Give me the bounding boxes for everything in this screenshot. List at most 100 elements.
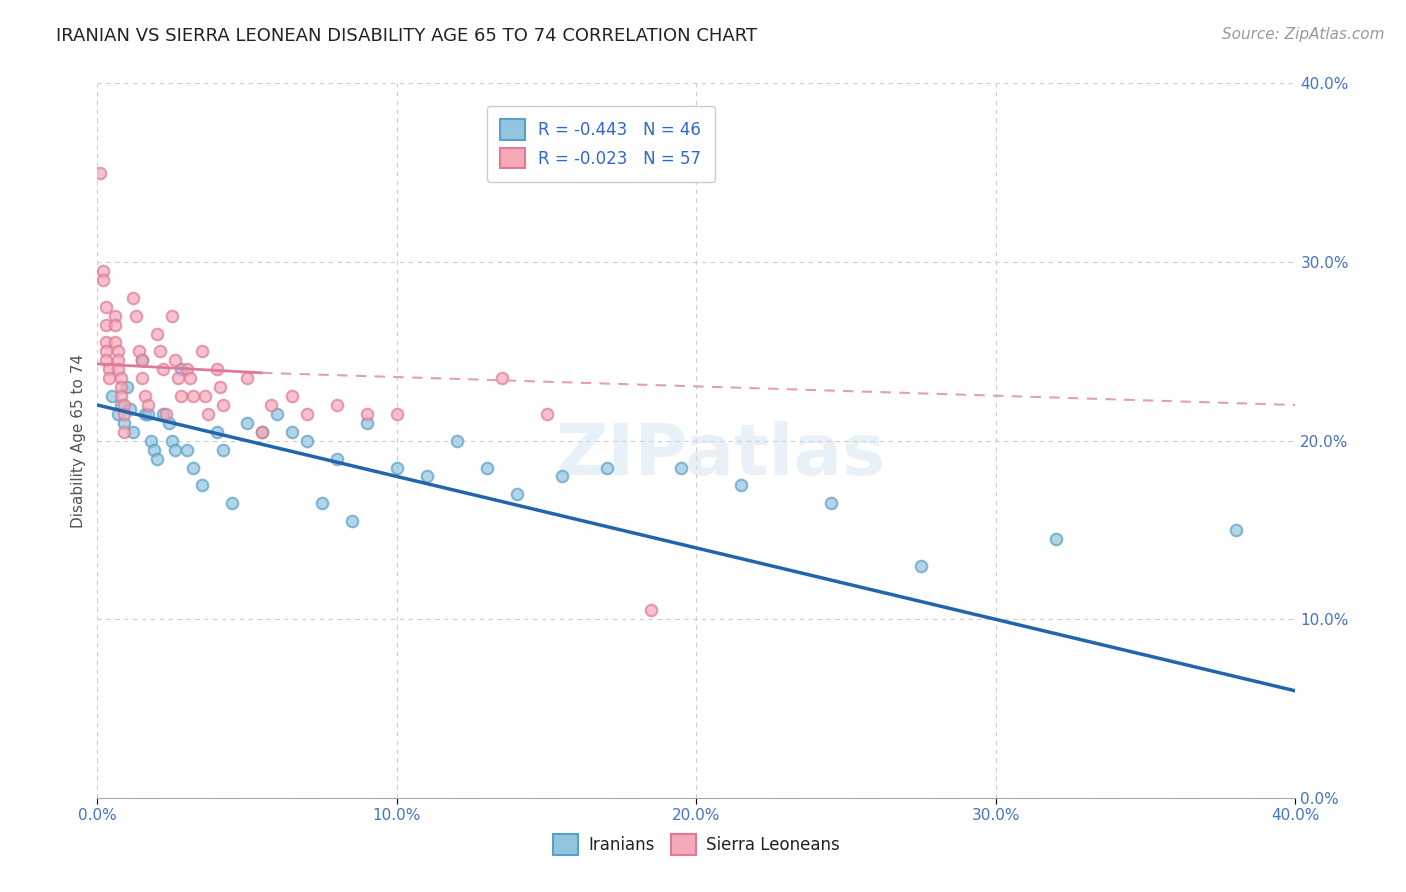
Point — [122, 291, 145, 305]
Point — [281, 389, 304, 403]
Point — [205, 362, 228, 376]
Point — [107, 362, 129, 376]
Point — [120, 401, 142, 416]
Point — [295, 434, 318, 448]
Point — [165, 442, 187, 457]
Point — [170, 389, 193, 403]
Point — [640, 603, 662, 617]
Point — [236, 416, 259, 430]
Point — [96, 353, 118, 368]
Point — [385, 460, 408, 475]
Point — [295, 407, 318, 421]
Point — [104, 335, 127, 350]
Point — [311, 496, 333, 510]
Point — [117, 380, 139, 394]
Point — [212, 398, 235, 412]
Text: IRANIAN VS SIERRA LEONEAN DISABILITY AGE 65 TO 74 CORRELATION CHART: IRANIAN VS SIERRA LEONEAN DISABILITY AGE… — [56, 27, 758, 45]
Point — [89, 166, 111, 180]
Point — [107, 353, 129, 368]
Point — [152, 362, 174, 376]
Point — [136, 407, 159, 421]
Point — [160, 309, 183, 323]
Point — [93, 264, 115, 278]
Point — [134, 407, 156, 421]
Point — [170, 362, 193, 376]
Point — [385, 407, 408, 421]
Point — [266, 407, 288, 421]
Point — [446, 434, 468, 448]
Point — [128, 344, 150, 359]
Point — [131, 353, 153, 368]
Point — [96, 344, 118, 359]
Point — [326, 451, 349, 466]
Point — [165, 353, 187, 368]
Point — [1225, 523, 1247, 537]
Point — [1045, 532, 1067, 546]
Point — [340, 514, 363, 528]
Point — [104, 309, 127, 323]
Point — [104, 318, 127, 332]
Point — [281, 425, 304, 439]
Point — [205, 425, 228, 439]
Point — [107, 344, 129, 359]
Point — [179, 371, 201, 385]
Point — [110, 398, 132, 412]
Point — [157, 416, 180, 430]
Point — [910, 558, 932, 573]
Text: Source: ZipAtlas.com: Source: ZipAtlas.com — [1222, 27, 1385, 42]
Point — [176, 442, 198, 457]
Point — [209, 380, 232, 394]
Point — [152, 407, 174, 421]
Point — [112, 407, 135, 421]
Point — [505, 487, 527, 501]
Point — [181, 460, 204, 475]
Point — [475, 460, 498, 475]
Y-axis label: Disability Age 65 to 74: Disability Age 65 to 74 — [72, 354, 86, 528]
Point — [191, 344, 214, 359]
Point — [536, 407, 558, 421]
Point — [136, 398, 159, 412]
Point — [181, 389, 204, 403]
Point — [110, 380, 132, 394]
Point — [671, 460, 693, 475]
Point — [250, 425, 273, 439]
Point — [160, 434, 183, 448]
Point — [236, 371, 259, 385]
Point — [143, 442, 166, 457]
Point — [550, 469, 572, 483]
Point — [98, 362, 121, 376]
Point — [101, 389, 124, 403]
Point — [326, 398, 349, 412]
Point — [167, 371, 190, 385]
Point — [112, 398, 135, 412]
Point — [221, 496, 243, 510]
Point — [212, 442, 235, 457]
Point — [146, 451, 169, 466]
Point — [107, 407, 129, 421]
Point — [110, 371, 132, 385]
Point — [197, 407, 219, 421]
Point — [260, 398, 283, 412]
Point — [194, 389, 217, 403]
Text: ZIPatlas: ZIPatlas — [555, 420, 886, 490]
Point — [93, 273, 115, 287]
Legend: R = -0.443   N = 46, R = -0.023   N = 57: R = -0.443 N = 46, R = -0.023 N = 57 — [486, 106, 714, 182]
Point — [356, 407, 378, 421]
Point — [125, 309, 148, 323]
Point — [112, 416, 135, 430]
Point — [250, 425, 273, 439]
Point — [191, 478, 214, 492]
Point — [110, 389, 132, 403]
Point — [98, 371, 121, 385]
Point — [134, 389, 156, 403]
Point — [122, 425, 145, 439]
Point — [155, 407, 177, 421]
Point — [595, 460, 617, 475]
Point — [141, 434, 163, 448]
Point — [96, 335, 118, 350]
Point — [96, 300, 118, 314]
Point — [96, 318, 118, 332]
Point — [416, 469, 439, 483]
Point — [131, 371, 153, 385]
Point — [146, 326, 169, 341]
